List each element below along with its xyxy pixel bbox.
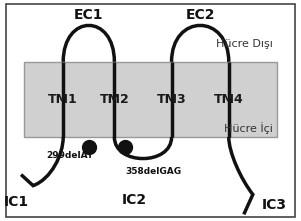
Text: TM4: TM4 (214, 93, 244, 106)
Text: 299delAT: 299delAT (47, 151, 94, 160)
Text: EC1: EC1 (74, 8, 104, 23)
Text: 358delGAG: 358delGAG (125, 167, 181, 176)
Text: EC2: EC2 (185, 8, 215, 23)
Text: TM2: TM2 (100, 93, 129, 106)
Point (123, 145, 127, 149)
Point (86, 145, 91, 149)
Text: TM3: TM3 (157, 93, 186, 106)
Text: IC3: IC3 (261, 198, 287, 212)
Text: TM1: TM1 (48, 93, 78, 106)
Bar (24, 62, 277, 137)
Text: Hücre Dışı: Hücre Dışı (216, 39, 272, 49)
Text: Hücre İçi: Hücre İçi (224, 122, 272, 134)
Text: IC1: IC1 (4, 195, 29, 209)
Text: IC2: IC2 (121, 193, 147, 207)
